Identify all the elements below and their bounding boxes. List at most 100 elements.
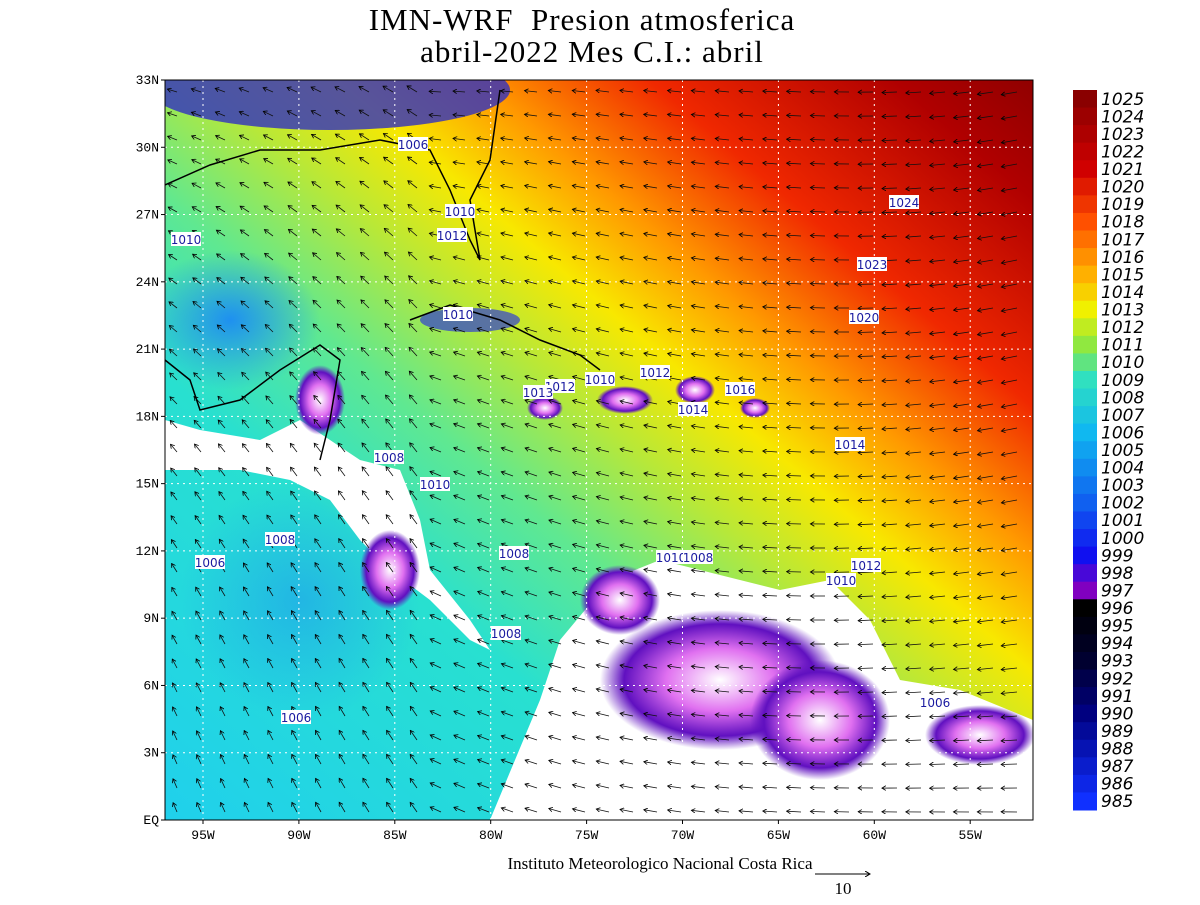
low-area (750, 660, 890, 780)
contour-label: 1010 (445, 205, 476, 219)
colorbar-swatch (1073, 740, 1097, 758)
lon-label: 55W (958, 828, 982, 843)
wind-arrow (858, 668, 873, 669)
contour-label: 1008 (491, 627, 522, 641)
contour-label: 1020 (849, 311, 880, 325)
low-area (580, 565, 660, 635)
colorbar: 1025102410231022102110201019101810171016… (1073, 90, 1144, 812)
contour-label: 1023 (857, 258, 888, 272)
colorbar-label: 985 (1101, 792, 1133, 812)
low-area (740, 398, 770, 418)
wind-arrow (787, 740, 801, 741)
colorbar-swatch (1073, 143, 1097, 161)
colorbar-swatch (1073, 213, 1097, 231)
contour-label: 1008 (499, 547, 530, 561)
wind-arrow (810, 260, 825, 261)
contour-label: 1006 (398, 138, 429, 152)
contour-label: 1010 (656, 551, 687, 565)
contour-label: 1014 (678, 403, 709, 417)
lat-label: 30N (136, 140, 159, 155)
low-area (925, 705, 1035, 765)
lon-label: 65W (767, 828, 791, 843)
contour-label: 1008 (374, 451, 405, 465)
lat-label: 3N (143, 746, 159, 761)
lon-label: 75W (575, 828, 599, 843)
colorbar-swatch (1073, 459, 1097, 477)
colorbar-swatch (1073, 108, 1097, 126)
wind-arrow (787, 476, 801, 477)
contour-label: 1010 (420, 478, 451, 492)
wind-arrow (810, 212, 825, 213)
contour-label: 1010 (443, 308, 474, 322)
wind-arrow (954, 764, 970, 765)
title-line: abril-2022 Mes C.I.: abril (420, 34, 764, 69)
map (140, 50, 1035, 820)
wind-arrow (858, 692, 873, 693)
lat-label: 15N (136, 477, 159, 492)
colorbar-swatch (1073, 775, 1097, 793)
colorbar-swatch (1073, 547, 1097, 565)
colorbar-swatch (1073, 178, 1097, 196)
contour-label: 1008 (683, 551, 714, 565)
contour-label: 1012 (851, 559, 882, 573)
colorbar-swatch (1073, 652, 1097, 670)
wind-arrow (810, 164, 825, 165)
colorbar-swatch (1073, 441, 1097, 459)
colorbar-swatch (1073, 371, 1097, 389)
low-area (597, 386, 653, 414)
lon-label: 80W (479, 828, 503, 843)
wind-arrow (930, 764, 945, 765)
colorbar-swatch (1073, 301, 1097, 319)
title-line: IMN-WRF Presion atmosferica (369, 2, 796, 37)
lat-label: 27N (136, 208, 159, 223)
colorbar-swatch (1073, 248, 1097, 266)
colorbar-swatch (1073, 670, 1097, 688)
lat-label: 33N (136, 73, 159, 88)
contour-label: 1006 (920, 696, 951, 710)
colorbar-swatch (1073, 634, 1097, 652)
colorbar-swatch (1073, 705, 1097, 723)
colorbar-swatch (1073, 266, 1097, 284)
colorbar-swatch (1073, 564, 1097, 582)
colorbar-swatch (1073, 476, 1097, 494)
contour-label: 1010 (826, 574, 857, 588)
contour-label: 1014 (835, 438, 866, 452)
wind-arrow (810, 116, 825, 117)
lon-label: 70W (671, 828, 695, 843)
contour-label: 1010 (171, 233, 202, 247)
colorbar-swatch (1073, 318, 1097, 336)
wind-arrow (810, 236, 825, 237)
colorbar-swatch (1073, 230, 1097, 248)
colorbar-swatch (1073, 617, 1097, 635)
colorbar-swatch (1073, 353, 1097, 371)
wind-arrow (858, 332, 873, 333)
contour-label: 1016 (725, 383, 756, 397)
colorbar-swatch (1073, 424, 1097, 442)
colorbar-swatch (1073, 599, 1097, 617)
wind-arrow (1001, 764, 1017, 765)
lat-label: 18N (136, 409, 159, 424)
lat-label: 24N (136, 275, 159, 290)
colorbar-swatch (1073, 687, 1097, 705)
colorbar-swatch (1073, 389, 1097, 407)
colorbar-swatch (1073, 125, 1097, 143)
wind-arrow (810, 188, 825, 189)
contour-label: 1010 (585, 373, 616, 387)
colorbar-swatch (1073, 529, 1097, 547)
lat-label: 12N (136, 544, 159, 559)
lat-label: 21N (136, 342, 159, 357)
low-area (360, 530, 420, 610)
lon-label: 85W (383, 828, 407, 843)
colorbar-swatch (1073, 406, 1097, 424)
contour-label: 1006 (195, 556, 226, 570)
wind-arrow (810, 284, 825, 285)
lat-label: 6N (143, 678, 159, 693)
lon-label: 60W (863, 828, 887, 843)
credit: Instituto Meteorologico Nacional Costa R… (508, 854, 813, 873)
colorbar-swatch (1073, 90, 1097, 108)
colorbar-swatch (1073, 757, 1097, 775)
lon-label: 90W (287, 828, 311, 843)
vector-reference: 10 (835, 879, 852, 898)
colorbar-swatch (1073, 494, 1097, 512)
lat-label: EQ (143, 813, 159, 828)
